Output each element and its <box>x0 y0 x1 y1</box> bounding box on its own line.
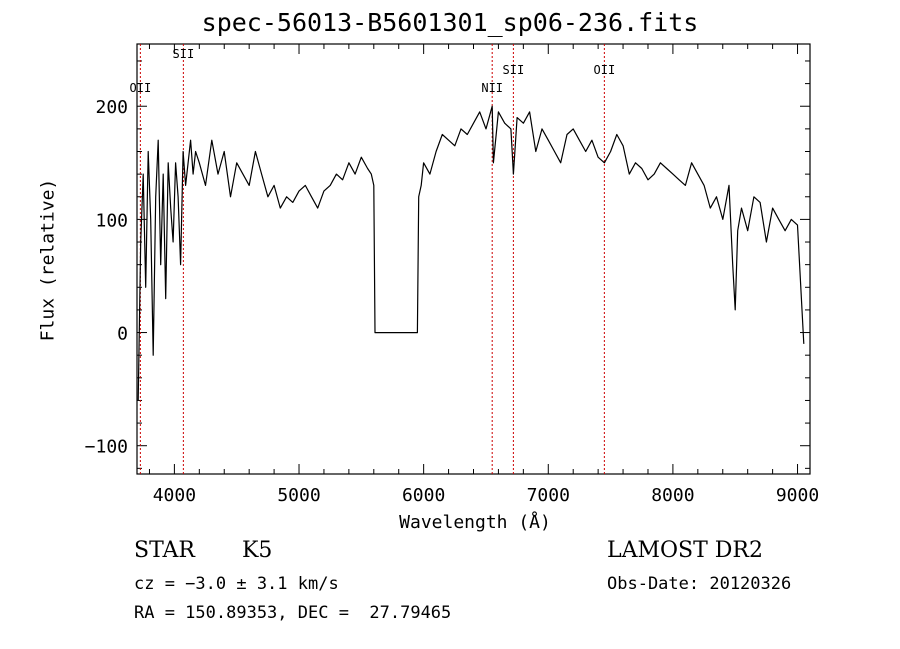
y-tick-label: 0 <box>117 324 128 345</box>
x-tick-label: 6000 <box>402 485 445 506</box>
line-marker-label: SII <box>173 47 195 61</box>
x-axis-label: Wavelength (Å) <box>399 512 551 533</box>
x-tick-label: 5000 <box>277 485 320 506</box>
y-tick-label: −100 <box>85 437 128 458</box>
object-subclass: K5 <box>242 538 273 563</box>
plot-frame <box>136 43 811 475</box>
line-marker-label: NII <box>481 81 503 95</box>
line-marker-label: OII <box>594 63 616 77</box>
x-tick-label: 7000 <box>527 485 570 506</box>
x-tick-label: 9000 <box>776 485 819 506</box>
x-tick-label: 4000 <box>153 485 196 506</box>
coordinates: RA = 150.89353, DEC = 27.79465 <box>134 603 452 623</box>
y-tick-label: 100 <box>95 210 128 231</box>
line-marker-label: SII <box>503 63 525 77</box>
chart-title: spec-56013-B5601301_sp06-236.fits <box>201 8 699 37</box>
survey-name: LAMOST DR2 <box>607 538 763 563</box>
x-tick-label: 8000 <box>651 485 694 506</box>
object-class: STAR <box>134 538 195 563</box>
spectrum-series <box>137 105 805 401</box>
plot-axes: 4000 5000 6000 7000 8000 9000 −100 0 100 200 <box>85 43 819 506</box>
spectrum-line <box>137 105 805 401</box>
redshift-velocity: cz = −3.0 ± 3.1 km/s <box>134 574 339 594</box>
y-axis-label: Flux (relative) <box>37 178 59 342</box>
line-marker-label: OII <box>130 81 152 95</box>
y-tick-label: 200 <box>95 97 128 118</box>
observation-date: Obs-Date: 20120326 <box>607 574 792 594</box>
